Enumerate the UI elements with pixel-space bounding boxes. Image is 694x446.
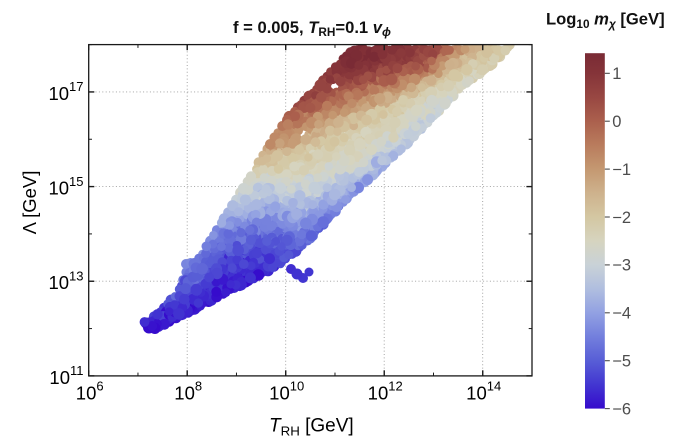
svg-text:−2: −2 (612, 209, 631, 227)
svg-text:−3: −3 (612, 257, 631, 275)
svg-text:1: 1 (612, 65, 621, 83)
svg-text:−5: −5 (612, 353, 631, 371)
svg-text:TRH [GeV]: TRH [GeV] (269, 416, 354, 439)
svg-text:Λ [GeV]: Λ [GeV] (19, 171, 40, 235)
svg-text:−1: −1 (612, 161, 631, 179)
svg-text:−4: −4 (612, 305, 631, 323)
svg-text:Log10 mχ [GeV]: Log10 mχ [GeV] (546, 10, 665, 31)
svg-text:−6: −6 (612, 400, 631, 418)
svg-text:f = 0.005, TRH=0.1 vϕ: f = 0.005, TRH=0.1 vϕ (233, 18, 391, 39)
svg-text:0: 0 (612, 113, 621, 131)
svg-text:1017: 1017 (48, 79, 83, 104)
